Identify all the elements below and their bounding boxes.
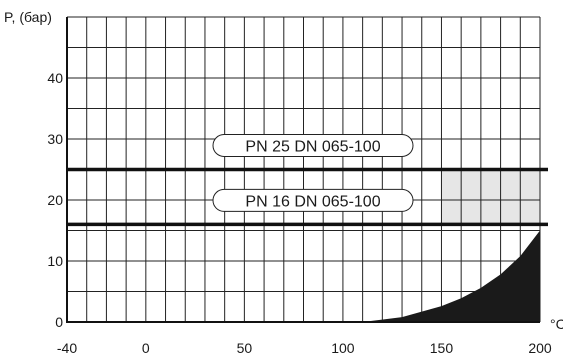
shaded-region-layer	[441, 169, 540, 225]
x-tick-label: 0	[142, 340, 150, 356]
x-tick-label: 150	[430, 340, 454, 356]
x-tick-label: 200	[528, 340, 552, 356]
shaded-region	[441, 169, 540, 225]
tick-label-layer: -40 0 50 100 150 200 0 10 20 30 40	[47, 70, 551, 356]
series-label-box	[212, 188, 414, 212]
filled-area	[362, 230, 540, 322]
y-tick-label: 10	[47, 253, 63, 269]
y-axis-label: P, (бар)	[4, 9, 52, 25]
y-tick-label: 40	[47, 70, 63, 86]
y-tick-label: 20	[47, 192, 63, 208]
x-tick-label: 50	[237, 340, 253, 356]
x-tick-label: 100	[331, 340, 355, 356]
x-axis-label: °C	[550, 316, 563, 332]
series-layer: PN 25 DN 065-100 PN 16 DN 065-100	[67, 134, 548, 227]
y-tick-label: 30	[47, 131, 63, 147]
series-label: PN 16 DN 065-100	[245, 193, 380, 210]
x-tick-label: -40	[57, 340, 77, 356]
series-label: PN 25 DN 065-100	[245, 139, 380, 156]
series-label-box	[212, 134, 414, 157]
y-tick-label: 0	[55, 314, 63, 330]
filled-area-layer	[362, 230, 540, 322]
